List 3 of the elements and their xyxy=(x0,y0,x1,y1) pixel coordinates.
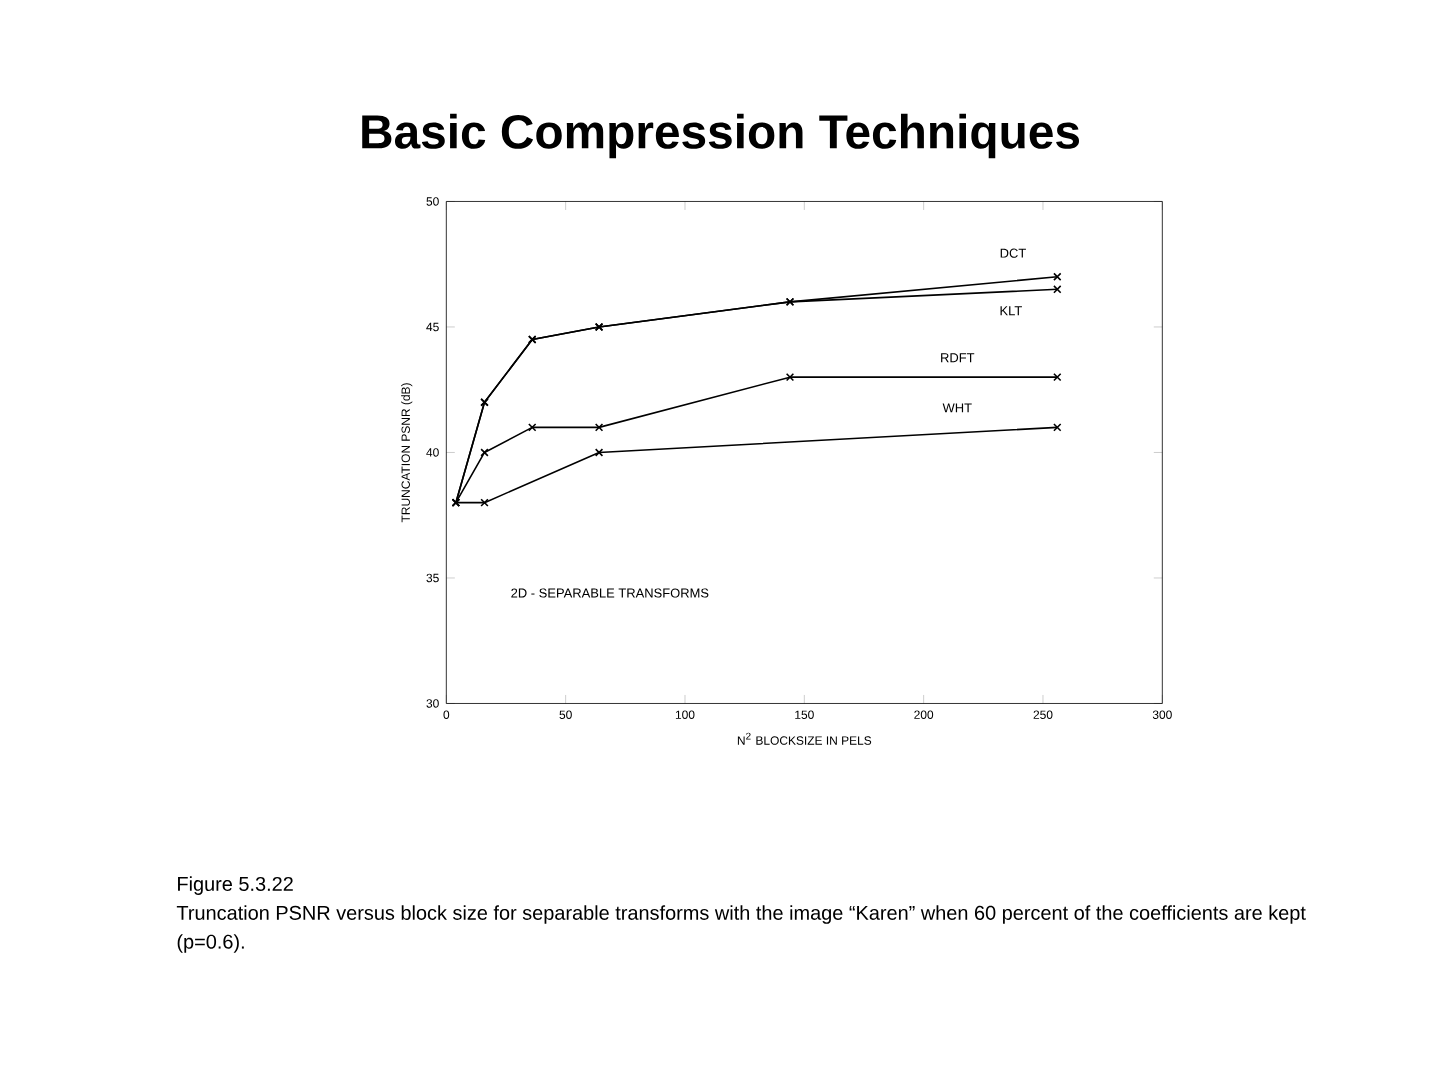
chart-title: Basic Compression Techniques xyxy=(362,113,1080,159)
text: Truncation PSNR versus block size for separable transforms with the image “Karen” when 60 percent of the coefficients are kept (p=0.6). xyxy=(176,905,1306,953)
caption: Figure 5.3.22 xyxy=(178,876,293,895)
